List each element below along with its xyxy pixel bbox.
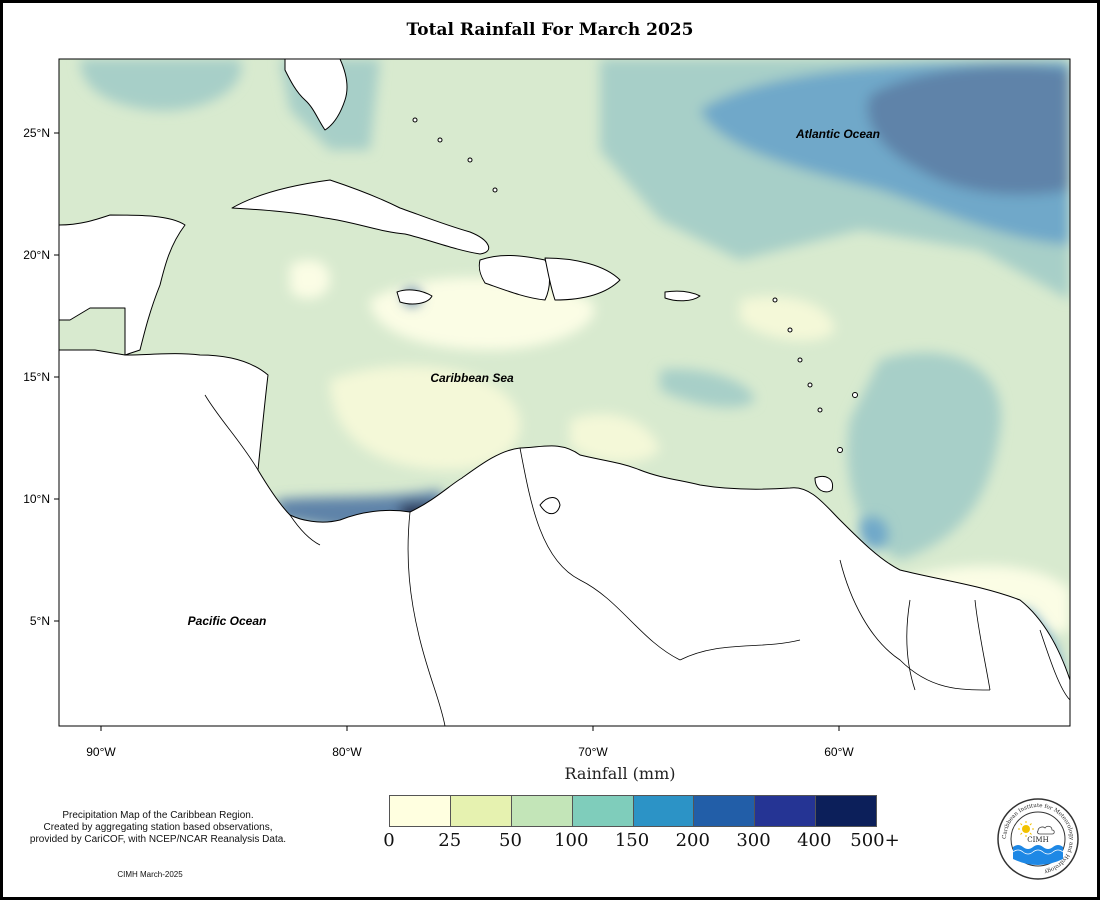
legend-label: 200	[675, 830, 710, 851]
south-central-america-landmass	[59, 349, 1070, 726]
land-masses	[59, 59, 1070, 726]
islands	[231, 117, 858, 515]
legend-swatch	[572, 796, 634, 826]
border-costa-rica-panama	[289, 514, 321, 546]
pacific-ocean-label: Pacific Ocean	[188, 614, 267, 628]
map-description: Precipitation Map of the Caribbean Regio…	[29, 810, 287, 845]
bahamas-island-3	[492, 187, 498, 193]
puerto-rico-island	[664, 290, 701, 302]
logo-text: CIMH	[1027, 836, 1048, 844]
sun-cloud-waves-icon	[1012, 821, 1064, 865]
legend-swatch	[694, 796, 756, 826]
legend-swatch	[450, 796, 512, 826]
legend-swatch	[816, 796, 876, 826]
paraguana-island	[539, 497, 561, 515]
legend-label: 400	[797, 830, 832, 851]
atlantic-ocean-label: Atlantic Ocean	[795, 127, 880, 141]
border-venezuela-brazil	[679, 639, 801, 661]
legend-swatch	[633, 796, 695, 826]
border-honduras-nicaragua	[204, 394, 259, 471]
st-vincent-island	[817, 407, 823, 413]
grenada-island	[837, 447, 843, 453]
border-guyana-brazil	[839, 559, 991, 691]
map-title: Total Rainfall For March 2025	[406, 20, 694, 40]
lon-tick-label: 90°W	[86, 745, 116, 759]
legend-axis-title: Rainfall (mm)	[564, 764, 676, 783]
yucatan-landmass	[59, 214, 186, 356]
hispaniola-east-island	[544, 257, 621, 301]
trinidad-island	[814, 476, 834, 493]
lon-tick-label: 60°W	[824, 745, 854, 759]
venezuela-basin-moderate-zone	[660, 369, 755, 408]
east-atlantic-moderate-zone	[847, 352, 1001, 560]
lat-tick-label: 10°N	[23, 492, 50, 506]
border-colombia-ecuador	[407, 511, 446, 726]
lat-tick-label: 15°N	[23, 370, 50, 384]
legend-label: 100	[554, 830, 589, 851]
cayman-low-zone	[290, 260, 330, 299]
barbados-island	[852, 392, 858, 398]
border-guyana-suriname	[906, 599, 916, 691]
bahamas-island-1	[437, 137, 443, 143]
st-lucia-island	[807, 382, 813, 388]
lat-tick-label: 25°N	[23, 126, 50, 140]
plot-border	[58, 58, 1071, 727]
legend-swatch	[390, 796, 451, 826]
martinique-island	[797, 357, 803, 363]
lon-tick-label: 70°W	[578, 745, 608, 759]
legend-label-max: 500+	[850, 830, 900, 851]
caribbean-low-zone	[330, 366, 521, 470]
gulf-moderate-zone	[80, 59, 242, 111]
country-borders	[204, 394, 1070, 726]
cimh-logo: Caribbean Institute for Meteorology and …	[997, 798, 1079, 880]
legend-label: 300	[736, 830, 771, 851]
border-colombia-venezuela	[519, 447, 681, 661]
tobago-high-spot	[860, 516, 889, 550]
hispaniola-west-island	[478, 254, 550, 301]
map-credit: CIMH March-2025	[117, 870, 183, 879]
legend-label: 25	[438, 830, 462, 851]
lon-tick-label: 80°W	[332, 745, 362, 759]
legend-swatch	[755, 796, 817, 826]
border-french-guiana-brazil	[1039, 629, 1070, 701]
border-suriname-french-guiana	[974, 599, 991, 691]
waves-icon	[1013, 845, 1063, 865]
legend-label: 0	[383, 830, 395, 851]
legend-swatch	[511, 796, 573, 826]
jamaica-island	[396, 289, 433, 305]
cloud-icon	[1037, 825, 1055, 835]
florida-landmass	[284, 59, 348, 131]
aruba-low-zone	[570, 414, 660, 463]
atlantic-peak-zone	[867, 65, 1070, 195]
legend-labels: 0 25 50 100 150 200 300 400 500+	[380, 830, 920, 854]
cuba-island	[231, 179, 490, 255]
rainfall-legend	[389, 795, 877, 827]
legend-label: 150	[614, 830, 650, 851]
caribbean-sea-label: Caribbean Sea	[430, 371, 514, 385]
antigua-island	[772, 297, 778, 303]
bahamas-island-4	[412, 117, 418, 123]
lat-tick-label: 20°N	[23, 248, 50, 262]
legend-label: 50	[499, 830, 522, 851]
bahamas-island-2	[467, 157, 473, 163]
latitude-axis: 25°N 20°N 15°N 10°N 5°N	[23, 126, 59, 628]
sun-icon	[1022, 825, 1030, 833]
rainfall-field	[59, 59, 1070, 726]
guadeloupe-island	[787, 327, 793, 333]
lat-tick-label: 5°N	[30, 614, 50, 628]
longitude-axis: 90°W 80°W 70°W 60°W	[86, 726, 854, 759]
antilles-low-zone	[740, 296, 835, 341]
